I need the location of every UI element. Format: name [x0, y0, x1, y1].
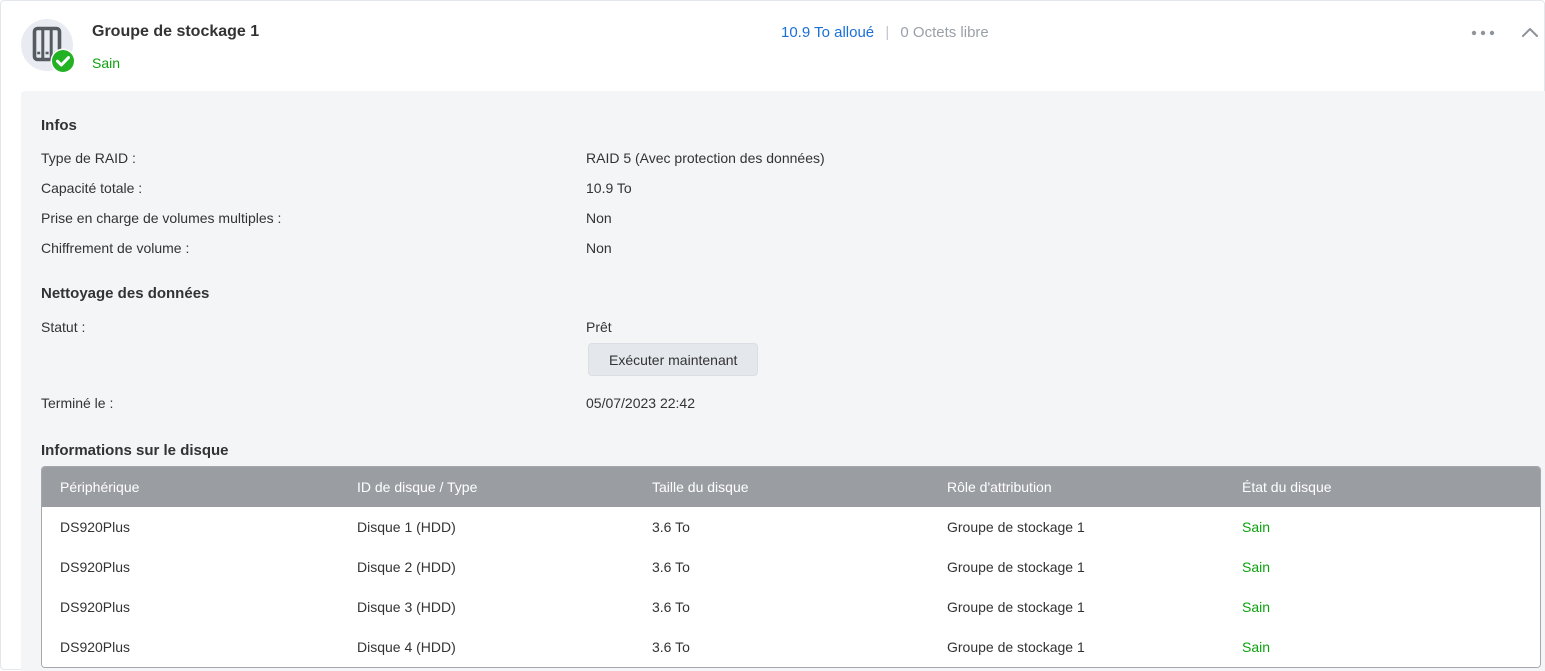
col-header-size: Taille du disque	[634, 467, 929, 507]
cell-disk-id: Disque 1 (HDD)	[339, 507, 634, 547]
pool-health-status: Sain	[92, 55, 121, 71]
label: Capacité totale :	[41, 180, 143, 196]
scrubbing-finished-row: Terminé le : 05/07/2023 22:42	[41, 393, 1521, 413]
cell-health: Sain	[1224, 587, 1540, 627]
table-header-row: Périphérique ID de disque / Type Taille …	[42, 467, 1540, 507]
table-row[interactable]: DS920Plus Disque 3 (HDD) 3.6 To Groupe d…	[42, 587, 1540, 627]
cell-device: DS920Plus	[42, 587, 339, 627]
pool-header: Groupe de stockage 1 Sain 10.9 To alloué…	[1, 1, 1544, 91]
col-header-device: Périphérique	[42, 467, 339, 507]
cell-health: Sain	[1224, 547, 1540, 587]
label: Prise en charge de volumes multiples :	[41, 210, 282, 226]
cell-size: 3.6 To	[634, 507, 929, 547]
collapse-chevron-icon[interactable]	[1515, 21, 1545, 45]
run-now-button[interactable]: Exécuter maintenant	[588, 343, 759, 376]
cell-role: Groupe de stockage 1	[929, 627, 1224, 667]
info-row-multi-volume: Prise en charge de volumes multiples : N…	[41, 208, 1521, 228]
cell-device: DS920Plus	[42, 547, 339, 587]
disk-section-heading: Informations sur le disque	[41, 442, 229, 459]
cell-health: Sain	[1224, 507, 1540, 547]
label: Type de RAID :	[41, 150, 136, 166]
info-section-heading: Infos	[41, 117, 77, 134]
value: 05/07/2023 22:42	[586, 395, 695, 411]
capacity-summary: 10.9 To alloué | 0 Octets libre	[781, 24, 989, 42]
scrubbing-status-row: Statut : Prêt	[41, 317, 1521, 337]
col-header-health: État du disque	[1224, 467, 1540, 507]
healthy-badge-icon	[50, 48, 76, 74]
table-row[interactable]: DS920Plus Disque 1 (HDD) 3.6 To Groupe d…	[42, 507, 1540, 547]
label: Statut :	[41, 319, 86, 335]
cell-health: Sain	[1224, 627, 1540, 667]
storage-pool-icon	[21, 19, 77, 75]
free-space-text: 0 Octets libre	[900, 24, 989, 41]
cell-disk-id: Disque 4 (HDD)	[339, 627, 634, 667]
info-row-volume-encryption: Chiffrement de volume : Non	[41, 238, 1521, 258]
allocated-link[interactable]: 10.9 To alloué	[781, 24, 875, 41]
more-options-icon[interactable]	[1465, 21, 1501, 45]
cell-device: DS920Plus	[42, 627, 339, 667]
separator: |	[885, 24, 890, 41]
col-header-role: Rôle d'attribution	[929, 467, 1224, 507]
value: Non	[586, 240, 612, 256]
cell-device: DS920Plus	[42, 507, 339, 547]
disk-info-table: Périphérique ID de disque / Type Taille …	[41, 466, 1541, 668]
table-row[interactable]: DS920Plus Disque 4 (HDD) 3.6 To Groupe d…	[42, 627, 1540, 667]
value: 10.9 To	[586, 180, 632, 196]
label: Chiffrement de volume :	[41, 240, 190, 256]
pool-details-panel: Infos Type de RAID : RAID 5 (Avec protec…	[21, 91, 1545, 671]
cell-size: 3.6 To	[634, 627, 929, 667]
pool-title: Groupe de stockage 1	[92, 23, 260, 40]
value: Non	[586, 210, 612, 226]
info-row-total-capacity: Capacité totale : 10.9 To	[41, 178, 1521, 198]
value: Prêt	[586, 319, 612, 335]
cell-role: Groupe de stockage 1	[929, 547, 1224, 587]
cell-role: Groupe de stockage 1	[929, 587, 1224, 627]
col-header-disk-id: ID de disque / Type	[339, 467, 634, 507]
value: RAID 5 (Avec protection des données)	[586, 150, 825, 166]
label: Terminé le :	[41, 395, 114, 411]
cell-size: 3.6 To	[634, 547, 929, 587]
cell-role: Groupe de stockage 1	[929, 507, 1224, 547]
cell-disk-id: Disque 2 (HDD)	[339, 547, 634, 587]
cell-size: 3.6 To	[634, 587, 929, 627]
table-row[interactable]: DS920Plus Disque 2 (HDD) 3.6 To Groupe d…	[42, 547, 1540, 587]
cell-disk-id: Disque 3 (HDD)	[339, 587, 634, 627]
info-row-raid-type: Type de RAID : RAID 5 (Avec protection d…	[41, 148, 1521, 168]
scrubbing-section-heading: Nettoyage des données	[41, 285, 210, 302]
